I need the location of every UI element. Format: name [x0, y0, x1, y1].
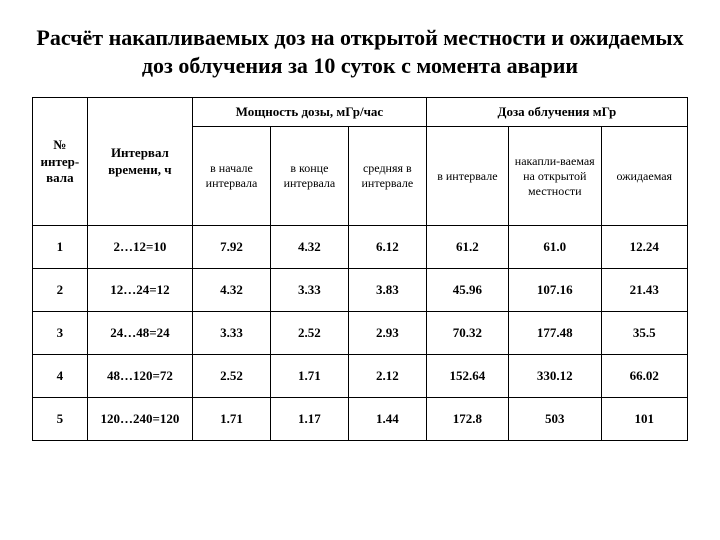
cell-d2: 101 — [601, 398, 687, 441]
table-row: 2 12…24=12 4.32 3.33 3.83 45.96 107.16 2… — [33, 269, 688, 312]
cell-p1: 1.17 — [270, 398, 348, 441]
col-power: Мощность дозы, мГр/час — [193, 98, 427, 127]
cell-d1: 107.16 — [508, 269, 601, 312]
cell-d0: 152.64 — [426, 355, 508, 398]
cell-p1: 3.33 — [270, 269, 348, 312]
cell-p1: 4.32 — [270, 226, 348, 269]
dose-table: № интер-вала Интервал времени, ч Мощност… — [32, 97, 688, 441]
cell-p2: 2.93 — [348, 312, 426, 355]
cell-p2: 3.83 — [348, 269, 426, 312]
cell-n: 3 — [33, 312, 88, 355]
table-row: 4 48…120=72 2.52 1.71 2.12 152.64 330.12… — [33, 355, 688, 398]
cell-n: 2 — [33, 269, 88, 312]
cell-p0: 4.32 — [193, 269, 271, 312]
table-row: 3 24…48=24 3.33 2.52 2.93 70.32 177.48 3… — [33, 312, 688, 355]
cell-d1: 503 — [508, 398, 601, 441]
cell-d2: 35.5 — [601, 312, 687, 355]
cell-d0: 45.96 — [426, 269, 508, 312]
cell-n: 4 — [33, 355, 88, 398]
table-row: 1 2…12=10 7.92 4.32 6.12 61.2 61.0 12.24 — [33, 226, 688, 269]
cell-d1: 61.0 — [508, 226, 601, 269]
col-interval: Интервал времени, ч — [87, 98, 192, 226]
cell-iv: 12…24=12 — [87, 269, 192, 312]
cell-p1: 1.71 — [270, 355, 348, 398]
header-row-1: № интер-вала Интервал времени, ч Мощност… — [33, 98, 688, 127]
cell-p0: 7.92 — [193, 226, 271, 269]
col-dose: Доза облучения мГр — [426, 98, 687, 127]
sub-accum: накапли-ваемая на открытой местности — [508, 127, 601, 226]
page-title: Расчёт накапливаемых доз на открытой мес… — [32, 24, 688, 79]
cell-p1: 2.52 — [270, 312, 348, 355]
sub-avg: средняя в интервале — [348, 127, 426, 226]
cell-d0: 172.8 — [426, 398, 508, 441]
cell-d1: 177.48 — [508, 312, 601, 355]
cell-p2: 1.44 — [348, 398, 426, 441]
cell-d2: 12.24 — [601, 226, 687, 269]
cell-d2: 66.02 — [601, 355, 687, 398]
cell-n: 5 — [33, 398, 88, 441]
cell-p0: 3.33 — [193, 312, 271, 355]
cell-iv: 24…48=24 — [87, 312, 192, 355]
cell-iv: 2…12=10 — [87, 226, 192, 269]
sub-expected: ожидаемая — [601, 127, 687, 226]
sub-end: в конце интервала — [270, 127, 348, 226]
cell-p0: 1.71 — [193, 398, 271, 441]
cell-iv: 48…120=72 — [87, 355, 192, 398]
table-row: 5 120…240=120 1.71 1.17 1.44 172.8 503 1… — [33, 398, 688, 441]
cell-d0: 61.2 — [426, 226, 508, 269]
cell-p2: 6.12 — [348, 226, 426, 269]
sub-in-interval: в интервале — [426, 127, 508, 226]
cell-d2: 21.43 — [601, 269, 687, 312]
sub-start: в начале интервала — [193, 127, 271, 226]
cell-d0: 70.32 — [426, 312, 508, 355]
cell-iv: 120…240=120 — [87, 398, 192, 441]
col-number: № интер-вала — [33, 98, 88, 226]
cell-n: 1 — [33, 226, 88, 269]
cell-p0: 2.52 — [193, 355, 271, 398]
cell-p2: 2.12 — [348, 355, 426, 398]
cell-d1: 330.12 — [508, 355, 601, 398]
